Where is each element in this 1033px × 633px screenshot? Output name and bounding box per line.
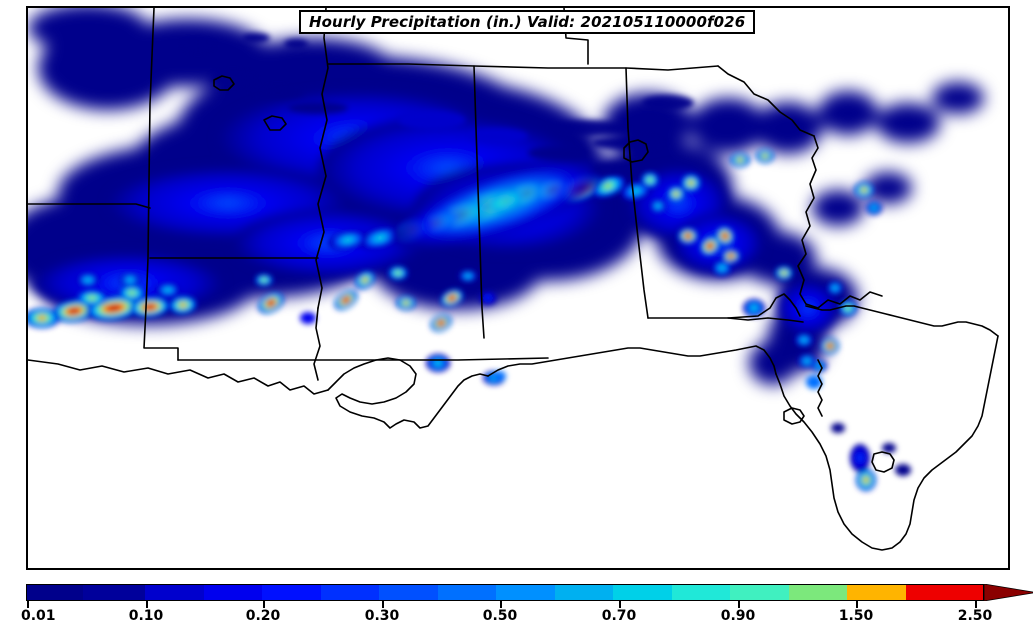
colorbar-segment-0: [27, 585, 83, 600]
border-mississippi-alabama: [473, 65, 485, 339]
colorbar-label-2-50: 2.50: [957, 608, 993, 624]
lake-texoma: [263, 115, 287, 131]
colorbar-segment-5: [321, 585, 379, 600]
colorbar-segment-9: [555, 585, 613, 600]
colorbar-segment-13: [789, 585, 847, 600]
precip-squall-line-core: [328, 159, 652, 250]
precip-cells-georgia: [641, 149, 882, 317]
colorbar-tick-labels: 0.01 0.10 0.20 0.30 0.50 0.70 0.90 1.50 2.50: [21, 608, 1033, 630]
colorbar-segment-8: [496, 585, 555, 600]
colorbar-tick-2: [263, 601, 265, 608]
colorbar-segment-3: [204, 585, 262, 600]
chart-title-text: Hourly Precipitation (in.) Valid: 202105…: [309, 13, 746, 31]
colorbar-label-0-90: 0.90: [720, 608, 756, 624]
colorbar-label-0-01: 0.01: [21, 608, 56, 624]
colorbar-label-0-20: 0.20: [245, 608, 281, 624]
colorbar-over-arrow: [984, 584, 1033, 601]
river-suwannee: [817, 359, 823, 417]
border-texas-oklahoma: [143, 8, 179, 361]
colorbar-segment-7: [438, 585, 496, 600]
precip-cells-florida: [795, 333, 911, 491]
border-mississippi-river-north: [315, 8, 329, 309]
border-mississippi-river-south: [313, 307, 321, 381]
colorbar-segment-12: [730, 585, 789, 600]
colorbar-label-1-50: 1.50: [838, 608, 874, 624]
state-and-coastline-boundaries: [28, 8, 999, 551]
colorbar-gradient-bar: [26, 584, 984, 601]
colorbar-label-0-70: 0.70: [601, 608, 637, 624]
colorbar-segment-6: [379, 585, 438, 600]
border-tennessee-northcarolina: [717, 65, 815, 137]
coastline-florida-gulf-to-atlantic: [775, 335, 999, 551]
precipitation-field: [28, 8, 984, 491]
coast-southcarolina: [805, 291, 883, 309]
colorbar: 0.01 0.10 0.20 0.30 0.50 0.70 0.90 1.50 2.50: [21, 584, 1033, 633]
lake-okeechobee: [871, 451, 895, 473]
colorbar-ticks: [26, 601, 1010, 609]
coastline-texas: [28, 359, 329, 395]
precip-heavy-band-southwest: [28, 273, 197, 328]
chart-title-box: Hourly Precipitation (in.) Valid: 202105…: [299, 10, 756, 34]
colorbar-segment-14: [847, 585, 906, 600]
colorbar-tick-8: [975, 601, 977, 608]
border-tennessee-north: [327, 63, 719, 71]
map-canvas: [28, 8, 1008, 568]
border-alabama-florida: [647, 293, 801, 319]
border-georgia-florida: [727, 317, 804, 323]
border-alabama-georgia: [625, 67, 649, 319]
colorbar-tick-3: [382, 601, 384, 608]
colorbar-tick-0: [27, 601, 29, 608]
coastline-florida-atlantic-north: [805, 305, 999, 337]
lake-oklahoma: [213, 75, 235, 91]
colorbar-segment-4: [262, 585, 321, 600]
colorbar-tick-4: [500, 601, 502, 608]
colorbar-tick-5: [619, 601, 621, 608]
inland-water-feature: [783, 407, 805, 425]
border-georgia-southcarolina: [797, 135, 819, 305]
colorbar-segment-10: [613, 585, 672, 600]
colorbar-label-0-50: 0.50: [482, 608, 518, 624]
lake-guntersville: [623, 139, 649, 163]
colorbar-segment-1: [83, 585, 145, 600]
colorbar-segment-15: [906, 585, 983, 600]
precip-light-speckle: [182, 33, 694, 174]
colorbar-tick-7: [856, 601, 858, 608]
colorbar-segment-11: [672, 585, 730, 600]
colorbar-tick-6: [738, 601, 740, 608]
colorbar-segment-2: [145, 585, 204, 600]
precip-discrete-cells-gulf: [255, 266, 506, 385]
map-panel: [26, 6, 1010, 570]
coastline-mississippi-alabama-panhandle: [487, 345, 777, 377]
border-red-river: [177, 357, 549, 361]
coastline-louisiana: [327, 357, 489, 429]
colorbar-label-0-10: 0.10: [128, 608, 164, 624]
border-texas-newmexico-stub: [28, 203, 151, 209]
colorbar-tick-1: [146, 601, 148, 608]
colorbar-label-0-30: 0.30: [364, 608, 400, 624]
